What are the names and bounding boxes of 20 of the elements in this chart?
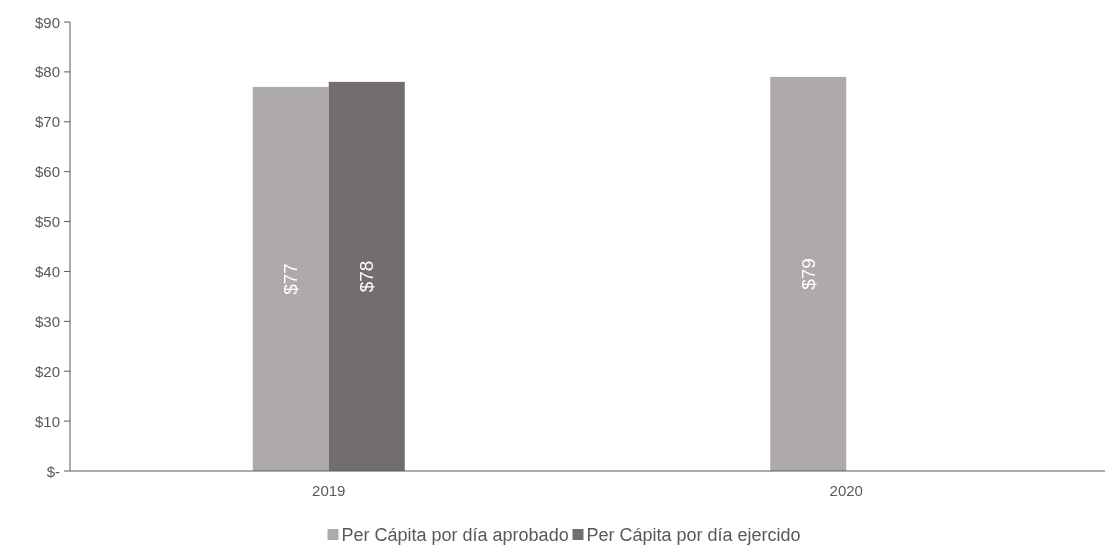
y-tick-label: $70	[34, 113, 60, 131]
y-tick-label: $90	[34, 13, 60, 31]
y-tick-label: $20	[34, 362, 60, 380]
y-tick-label: $50	[34, 213, 60, 231]
y-tick-label: $40	[34, 262, 60, 280]
bar	[328, 81, 405, 471]
legend-label: Per Cápita por día ejercido	[586, 525, 801, 545]
y-tick-label: $80	[34, 63, 60, 81]
data-label: $79	[797, 258, 819, 290]
legend-label: Per Cápita por día aprobado	[341, 525, 569, 545]
y-tick-label: $10	[34, 412, 60, 430]
x-tick-label: 2020	[829, 482, 863, 499]
y-tick-label: $60	[34, 163, 60, 181]
bar	[770, 76, 847, 471]
x-tick-label: 2019	[312, 482, 346, 499]
bar	[252, 86, 329, 471]
data-label: $77	[280, 263, 302, 295]
y-tick-label: $-	[46, 462, 60, 480]
y-tick-label: $30	[34, 312, 60, 330]
data-label: $78	[356, 260, 378, 293]
